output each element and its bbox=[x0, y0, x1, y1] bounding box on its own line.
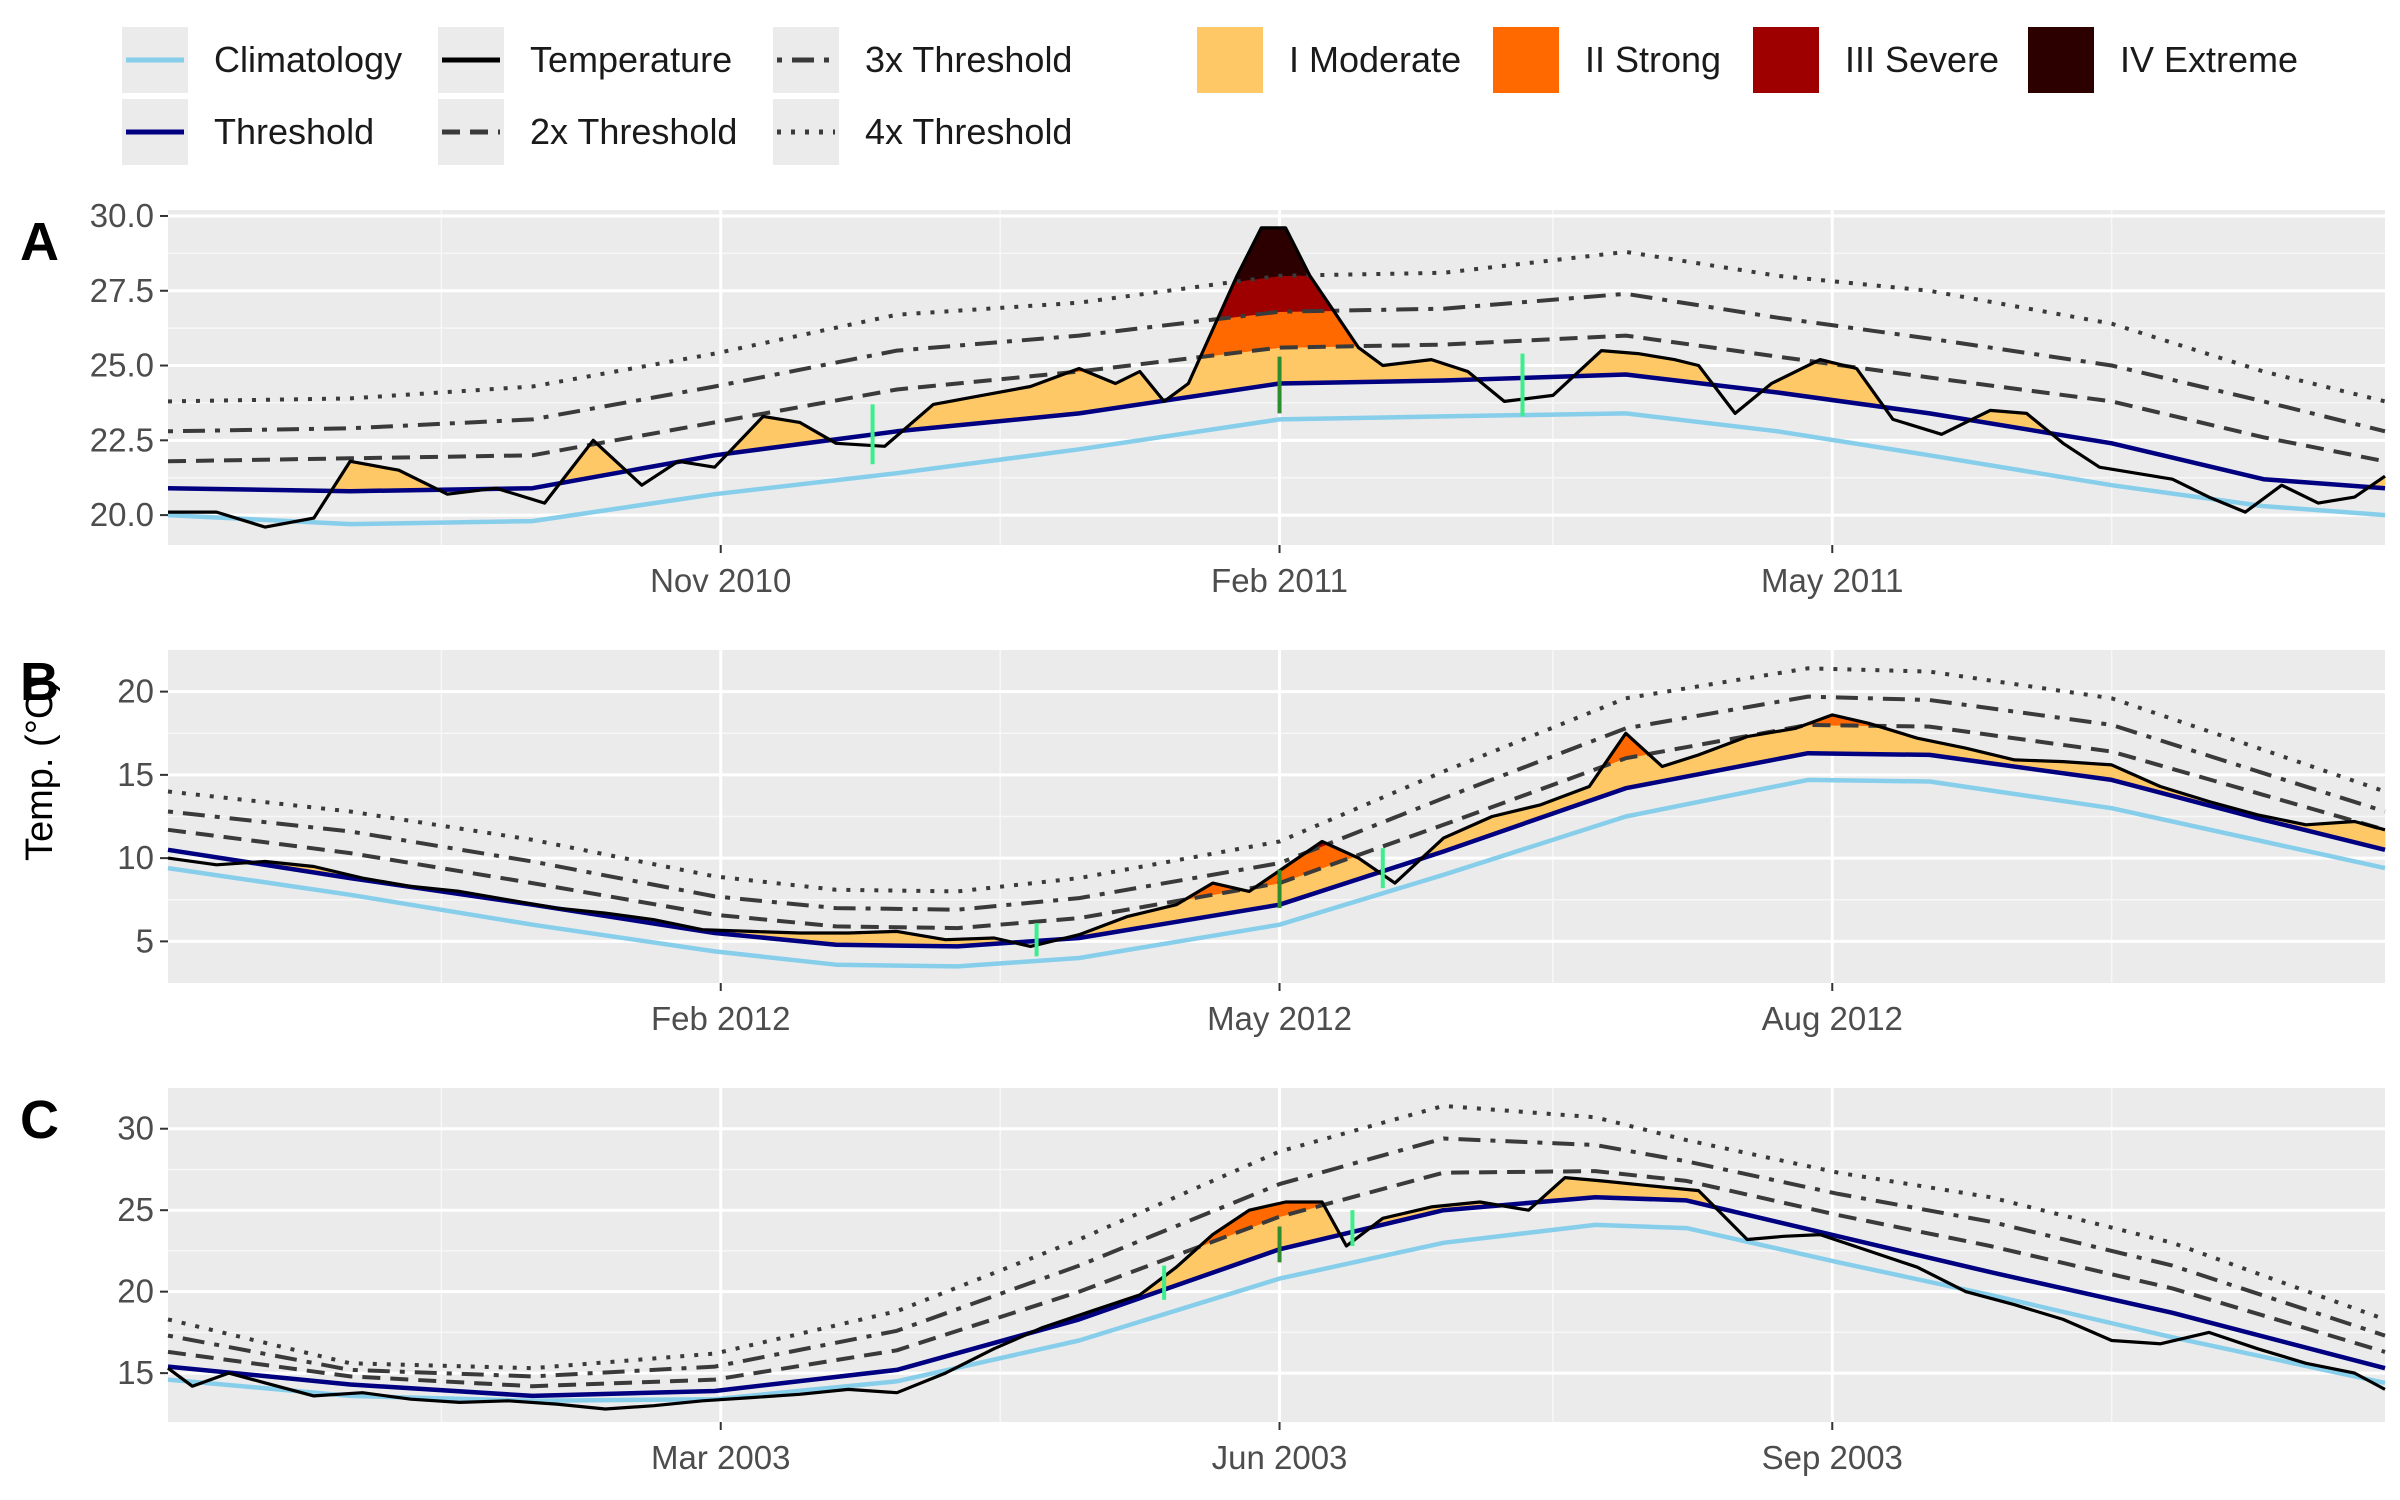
x-tick-label: Mar 2003 bbox=[651, 1439, 790, 1476]
y-tick-label: 20 bbox=[117, 673, 154, 710]
x-tick-label: Feb 2012 bbox=[651, 1000, 790, 1037]
y-tick-label: 20 bbox=[117, 1273, 154, 1310]
y-tick-label: 30 bbox=[117, 1110, 154, 1147]
y-tick-label: 15 bbox=[117, 756, 154, 793]
threshold-line bbox=[167, 372, 2386, 494]
thresh3-line bbox=[167, 1136, 2386, 1379]
x-tick-label: Jun 2003 bbox=[1212, 1439, 1348, 1476]
panel-C: 15 20 25 30 Mar 2003 Jun 2003 Sep 2003 C bbox=[20, 1088, 2386, 1476]
legend-swatch-2 bbox=[1753, 27, 1819, 93]
climatology-line bbox=[167, 777, 2386, 969]
y-tick-label: 10 bbox=[117, 839, 154, 876]
panel-B: 5 10 15 20 Feb 2012 May 2012 Aug 2012 B bbox=[20, 650, 2386, 1037]
legend-label-thresh2: 2x Threshold bbox=[530, 111, 737, 152]
panel-tag: A bbox=[20, 212, 59, 272]
panel-A: 20.0 22.5 25.0 27.5 30.0 Nov 2010 Feb 2011 May … bbox=[20, 197, 2386, 599]
thresh2-line bbox=[167, 1169, 2386, 1389]
panel-tag: C bbox=[20, 1090, 59, 1150]
y-tick-label: 5 bbox=[136, 922, 154, 959]
x-tick-label: Aug 2012 bbox=[1762, 1000, 1903, 1037]
legend: Climatology Threshold Temperature 2x Thresh… bbox=[122, 27, 2298, 165]
panel-tag: B bbox=[20, 652, 59, 712]
thresh3-line bbox=[167, 291, 2386, 434]
y-tick-label: 27.5 bbox=[90, 272, 154, 309]
thresh2-line bbox=[167, 333, 2386, 464]
x-tick-label: Sep 2003 bbox=[1762, 1439, 1903, 1476]
plot-background bbox=[168, 1088, 2385, 1422]
legend-label-temperature: Temperature bbox=[530, 39, 732, 80]
y-tick-label: 15 bbox=[117, 1354, 154, 1391]
y-axis-title: Temp. (°C) bbox=[19, 679, 61, 861]
legend-label-thresh3: 3x Threshold bbox=[865, 39, 1072, 80]
panels: 20.0 22.5 25.0 27.5 30.0 Nov 2010 Feb 2011 May … bbox=[20, 197, 2386, 1476]
y-tick-label: 20.0 bbox=[90, 496, 154, 533]
legend-label-thresh4: 4x Threshold bbox=[865, 111, 1072, 152]
x-tick-label: May 2012 bbox=[1207, 1000, 1352, 1037]
temperature-line bbox=[167, 1175, 2386, 1411]
climatology-line bbox=[167, 411, 2386, 527]
threshold-line bbox=[167, 1194, 2386, 1399]
legend-category-label-3: IV Extreme bbox=[2120, 39, 2298, 80]
x-tick-label: Nov 2010 bbox=[650, 562, 791, 599]
y-tick-label: 25.0 bbox=[90, 347, 154, 384]
legend-swatch-1 bbox=[1493, 27, 1559, 93]
legend-label-threshold: Threshold bbox=[214, 111, 374, 152]
legend-category-label-2: III Severe bbox=[1845, 39, 1999, 80]
y-tick-label: 30.0 bbox=[90, 197, 154, 234]
legend-label-climatology: Climatology bbox=[214, 39, 402, 80]
thresh4-line bbox=[167, 666, 2386, 894]
thresh4-line bbox=[167, 249, 2386, 404]
y-tick-label: 25 bbox=[117, 1191, 154, 1228]
legend-swatch-0 bbox=[1197, 27, 1263, 93]
temperature-line bbox=[168, 226, 2386, 529]
legend-category-label-1: II Strong bbox=[1585, 39, 1721, 80]
legend-category-label-0: I Moderate bbox=[1289, 39, 1461, 80]
x-tick-label: Feb 2011 bbox=[1211, 562, 1348, 599]
y-tick-label: 22.5 bbox=[90, 421, 154, 458]
legend-swatch-3 bbox=[2028, 27, 2094, 93]
x-tick-label: May 2011 bbox=[1761, 562, 1903, 599]
temperature-line bbox=[167, 713, 2386, 949]
